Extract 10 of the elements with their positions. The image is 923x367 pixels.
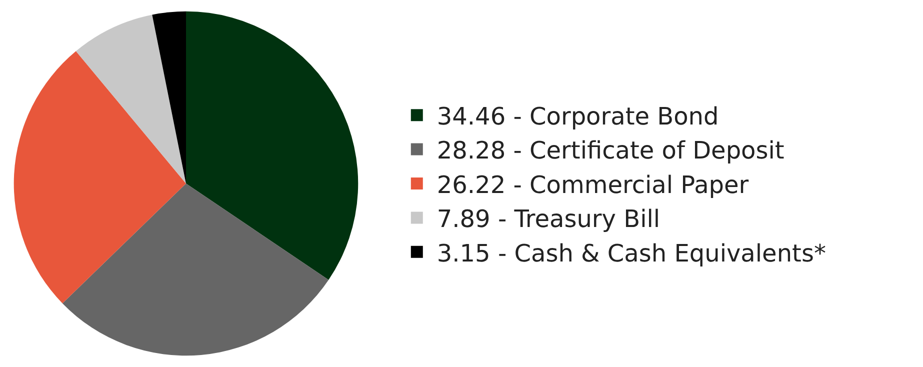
pie-slice xyxy=(62,184,329,356)
legend-label: 7.89 - Treasury Bill xyxy=(436,205,660,234)
pie-slice xyxy=(152,11,186,184)
pie-slice xyxy=(186,11,358,280)
legend-label: 34.46 - Corporate Bond xyxy=(436,102,719,130)
legend-label: 26.22 - Commercial Paper xyxy=(436,170,749,199)
pie-slice xyxy=(14,51,186,304)
legend-label: 28.28 - Certificate of Deposit xyxy=(436,136,784,165)
legend-label: 3.15 - Cash & Cash Equivalents* xyxy=(436,239,826,268)
pie-slice xyxy=(76,14,186,184)
